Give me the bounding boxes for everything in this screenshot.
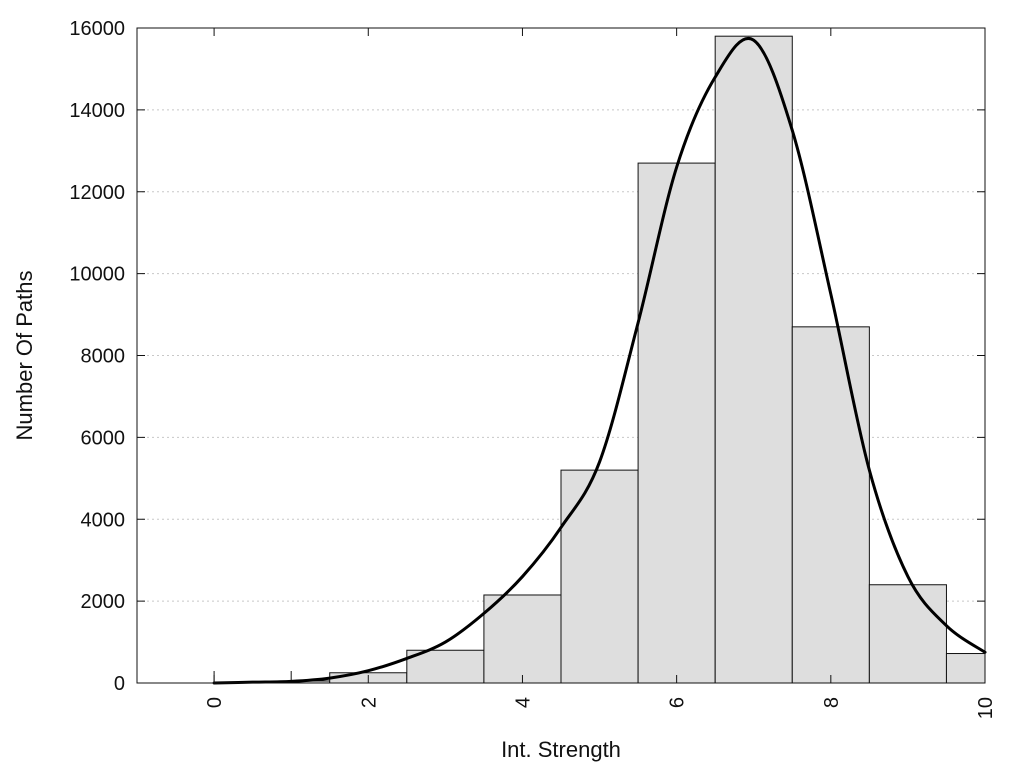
axis-ticks: 0 2000 4000 6000 8000 10000 12000 14000 16000 0 2 4… <box>69 18 997 719</box>
y-tick-label: 4000 <box>81 509 126 531</box>
x-tick-label: 2 <box>358 697 380 708</box>
x-tick-label: 0 <box>204 697 226 708</box>
density-curve-layer <box>212 37 987 685</box>
y-tick-label: 16000 <box>69 18 125 40</box>
histogram-bar <box>791 326 870 684</box>
histogram-bar <box>406 649 485 684</box>
x-tick-label: 6 <box>667 697 689 708</box>
y-tick-label: 10000 <box>69 264 125 286</box>
x-tick-label: 4 <box>512 697 534 708</box>
histogram-bar <box>868 584 947 684</box>
x-tick-label: 10 <box>975 697 997 719</box>
histogram-bar <box>637 162 716 684</box>
y-tick-label: 6000 <box>81 427 126 449</box>
density-curve <box>212 37 987 685</box>
y-tick-label: 2000 <box>81 591 126 613</box>
y-tick-label: 8000 <box>81 346 126 368</box>
y-tick-label: 12000 <box>69 182 125 204</box>
y-tick-label: 14000 <box>69 100 125 122</box>
x-tick-label: 8 <box>821 697 843 708</box>
histogram-bar <box>945 653 986 684</box>
histogram-bars <box>213 35 986 684</box>
histogram-bar <box>483 594 562 684</box>
y-axis-title: Number Of Paths <box>12 271 37 441</box>
y-tick-label: 0 <box>114 673 125 695</box>
x-axis-title: Int. Strength <box>501 737 621 762</box>
histogram-bar <box>560 469 639 684</box>
histogram-bar <box>714 35 793 684</box>
